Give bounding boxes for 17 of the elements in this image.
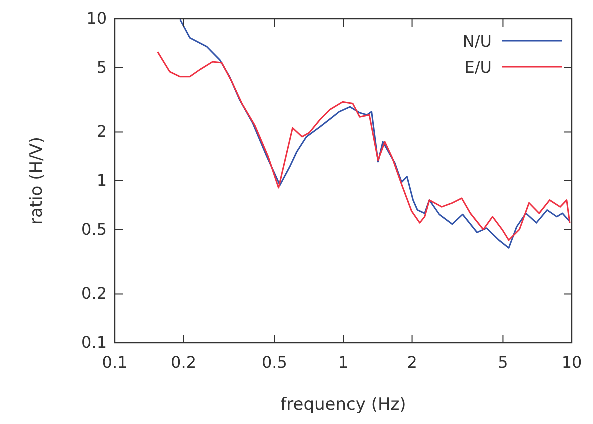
y-tick-label: 2 (96, 122, 107, 142)
x-tick-label: 10 (562, 353, 582, 372)
y-tick-label: 5 (96, 58, 107, 77)
legend-label: E/U (464, 58, 492, 77)
y-tick-label: 0.1 (82, 333, 107, 352)
x-tick-label: 5 (498, 353, 508, 372)
x-tick-label: 2 (407, 353, 418, 372)
x-tick-label: 0.5 (262, 353, 288, 372)
x-tick-label: 1 (338, 353, 349, 372)
y-axis-title: ratio (H/V) (27, 136, 47, 226)
y-tick-label: 1 (96, 171, 107, 190)
x-axis-title: frequency (Hz) (280, 395, 406, 415)
x-tick-label: 0.2 (171, 353, 197, 372)
y-tick-label: 0.5 (82, 220, 107, 239)
y-tick-label: 0.2 (82, 284, 107, 304)
y-tick-label: 10 (86, 9, 107, 28)
legend-label: N/U (462, 32, 492, 51)
